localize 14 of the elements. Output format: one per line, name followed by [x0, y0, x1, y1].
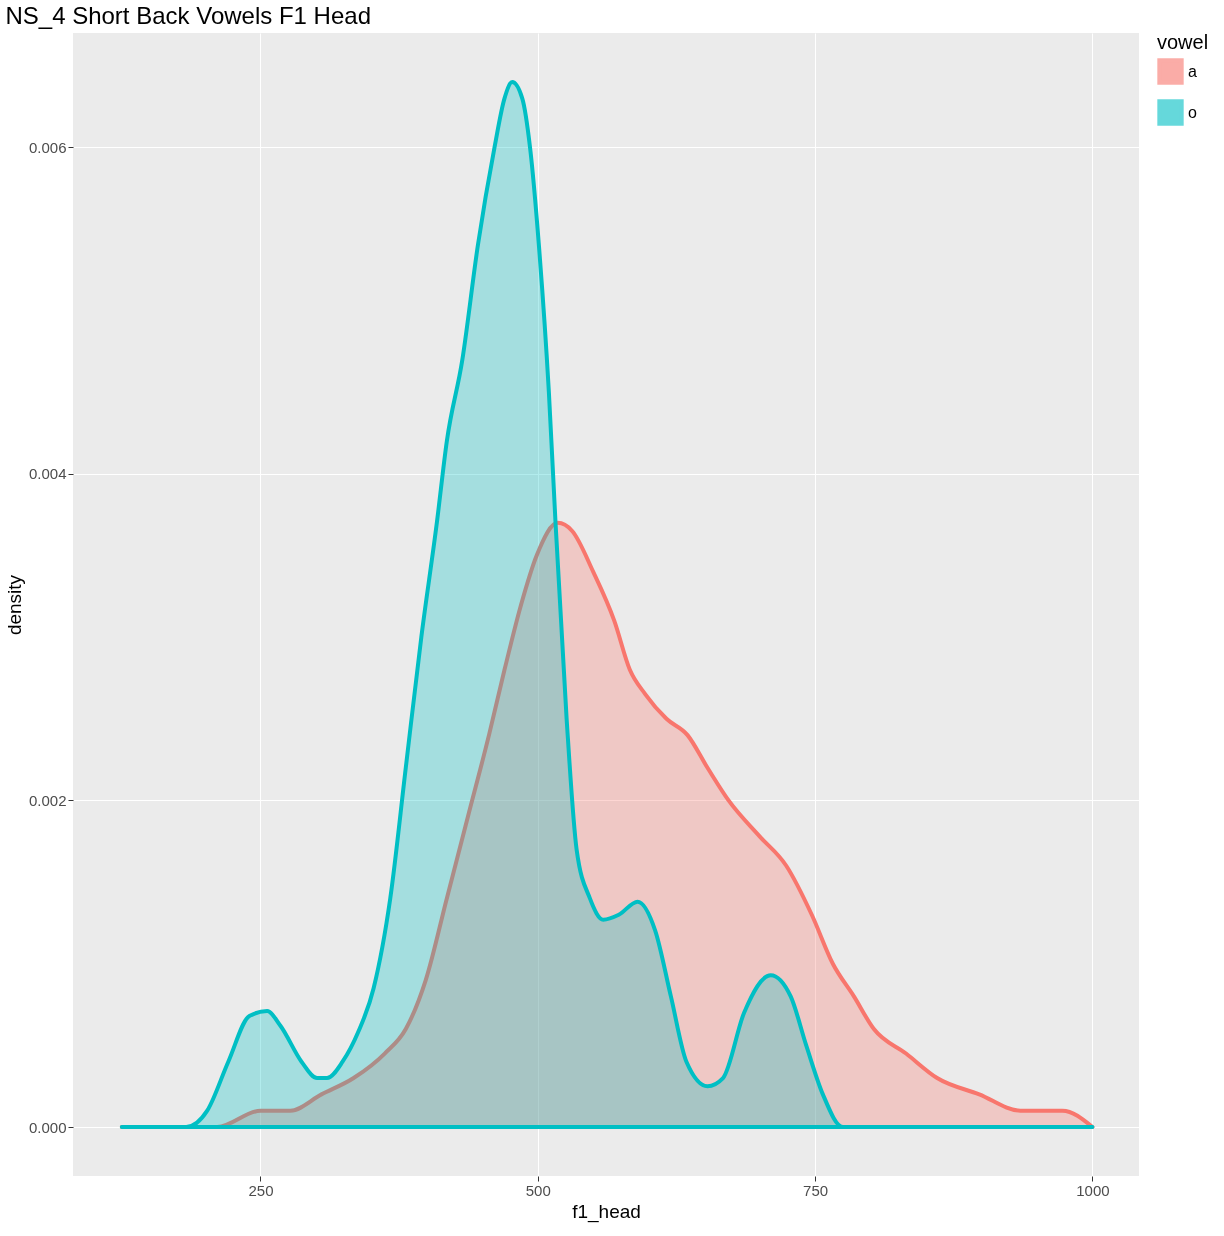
y-tick-label: 0.004 — [28, 465, 67, 483]
legend-label: a — [1188, 62, 1197, 80]
legend-label: o — [1188, 103, 1197, 121]
x-axis-title: f1_head — [572, 1200, 641, 1223]
x-tick-label: 250 — [248, 1181, 274, 1199]
y-tick-label: 0.002 — [28, 791, 67, 809]
chart-title: NS_4 Short Back Vowels F1 Head — [5, 2, 371, 29]
legend-title: vowel — [1157, 31, 1209, 53]
x-tick-label: 1000 — [1076, 1181, 1110, 1199]
x-tick-label: 750 — [803, 1181, 829, 1199]
y-tick-label: 0.006 — [28, 138, 67, 156]
y-tick-label: 0.000 — [28, 1118, 67, 1136]
y-axis-title: density — [3, 574, 25, 636]
x-tick-label: 500 — [525, 1181, 551, 1199]
